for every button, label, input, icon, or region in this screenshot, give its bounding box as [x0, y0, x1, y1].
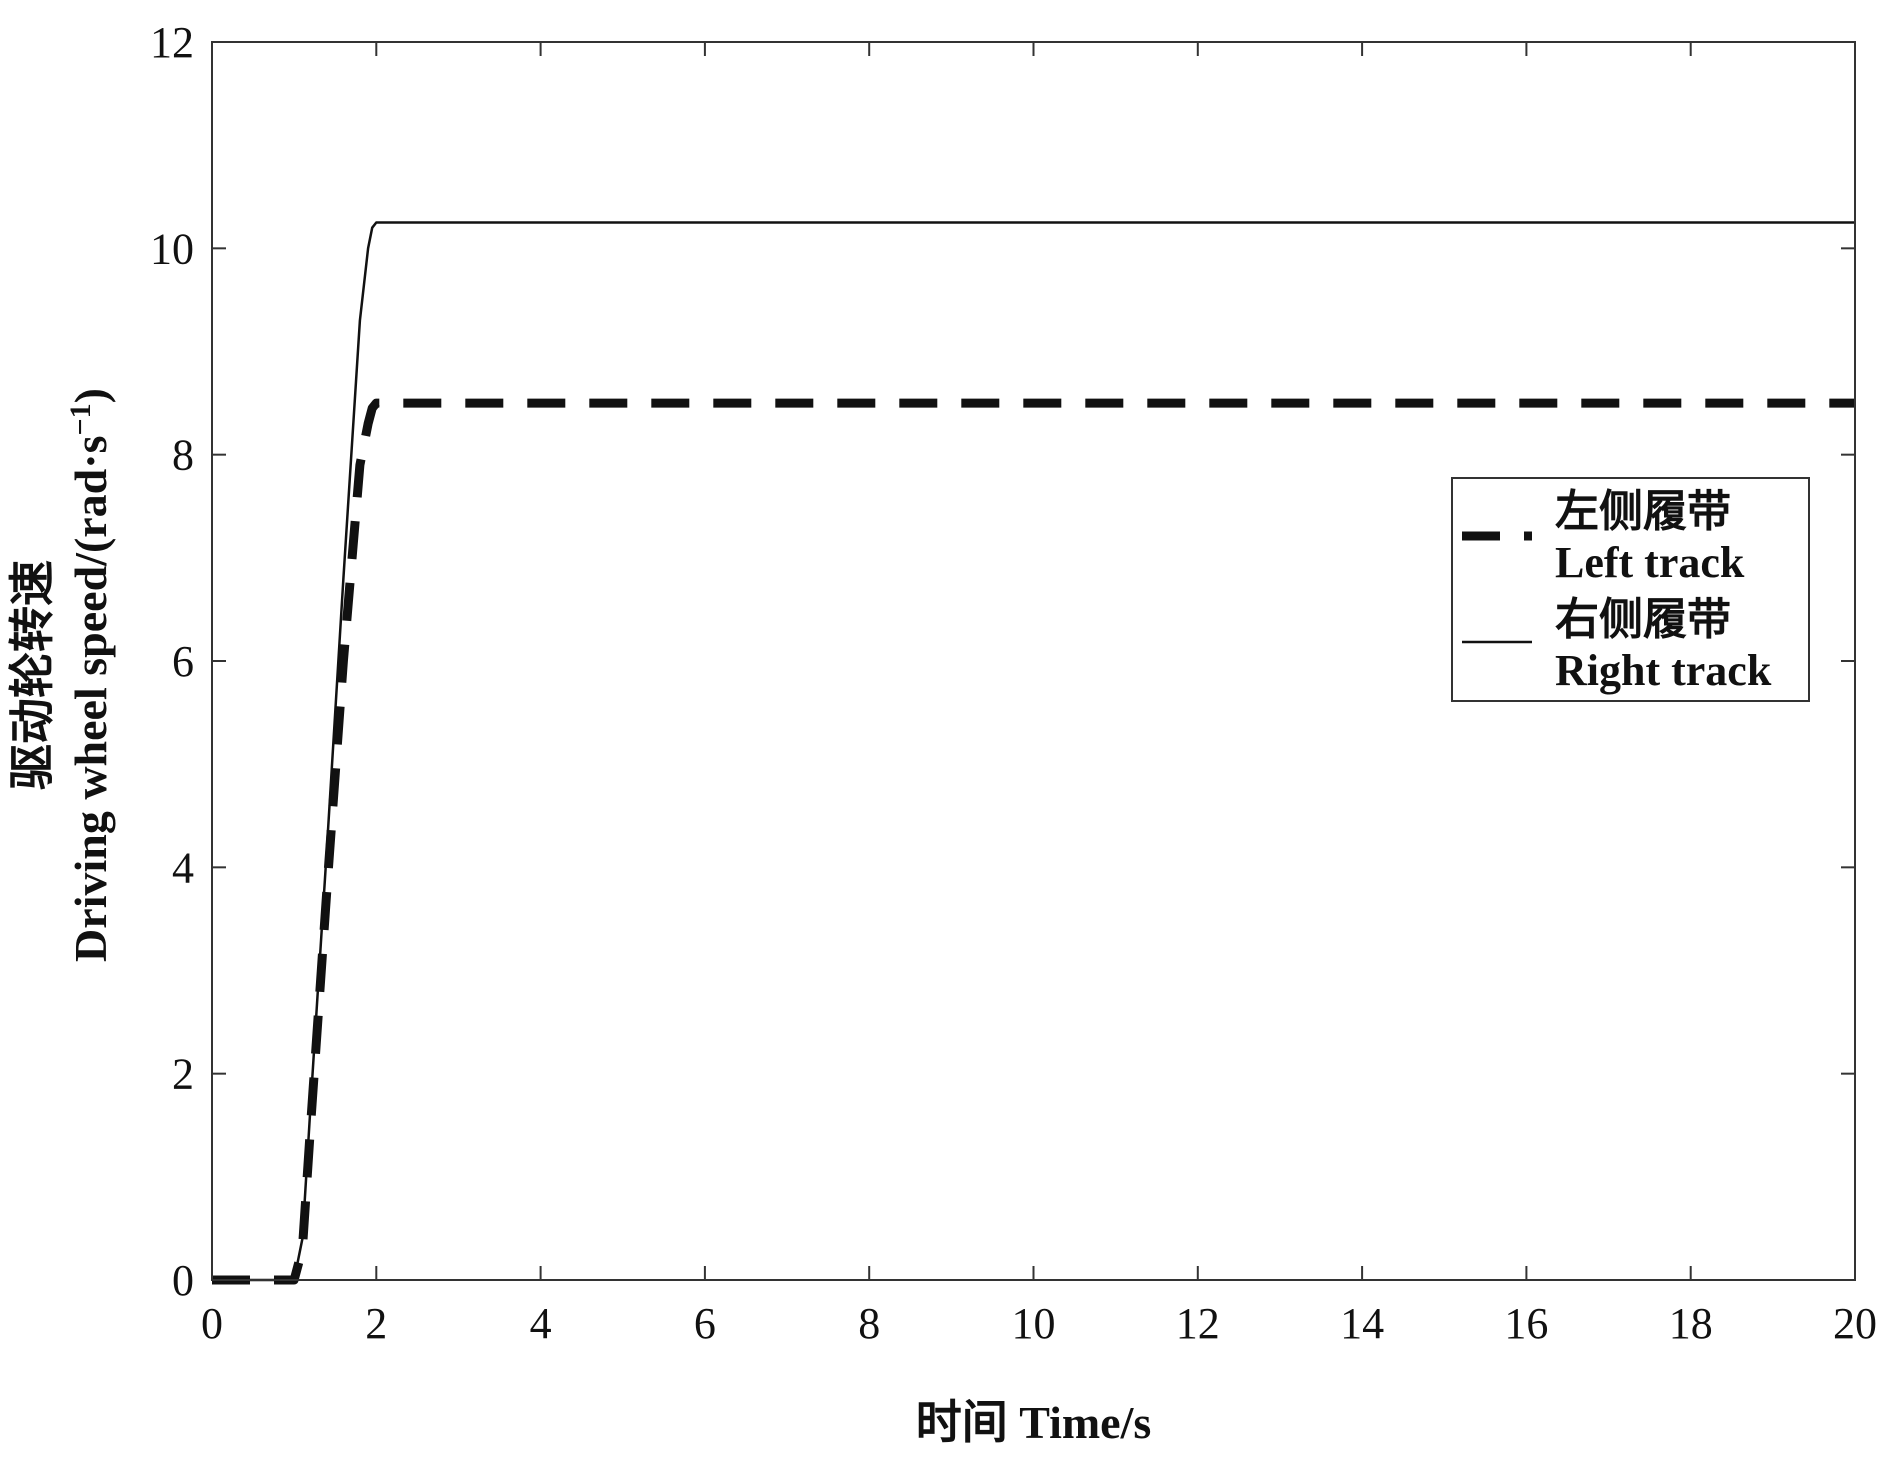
x-tick-label: 2	[365, 1299, 387, 1348]
y-axis-title-line2: Driving wheel speed/(rad·s−1)	[64, 388, 116, 962]
x-tick-label: 0	[201, 1299, 223, 1348]
legend-label-left-track-en: Left track	[1555, 538, 1745, 587]
x-tick-label: 18	[1669, 1299, 1713, 1348]
y-tick-label: 8	[172, 431, 194, 480]
series-line-right-track	[212, 221, 1855, 1282]
y-axis-title: 驱动轮转速 Driving wheel speed/(rad·s−1)	[7, 388, 116, 962]
legend-box	[1451, 477, 1810, 702]
legend-label-right-track-en: Right track	[1555, 646, 1772, 695]
legend-label-right-track-cn: 右侧履带	[1555, 595, 1731, 644]
plot-frame	[211, 41, 1856, 1281]
series-line-left-track	[212, 398, 1855, 1285]
y-tick-label: 6	[172, 637, 194, 686]
y-axis-title-close: )	[65, 388, 116, 403]
y-tick-label: 2	[172, 1050, 194, 1099]
y-tick-label: 4	[172, 843, 194, 892]
x-tick-label: 14	[1340, 1299, 1384, 1348]
legend: 左侧履带 Left track 右侧履带 Right track	[1451, 477, 1810, 702]
y-axis-title-main: Driving wheel speed/(rad·s	[65, 435, 116, 961]
x-tick-label: 8	[858, 1299, 880, 1348]
x-tick-label: 12	[1176, 1299, 1220, 1348]
y-tick-label: 12	[150, 18, 194, 67]
y-tick-label: 10	[150, 224, 194, 273]
y-axis-title-line1: 驱动轮转速	[7, 560, 58, 790]
legend-label-left-track-cn: 左侧履带	[1555, 487, 1731, 536]
x-tick-label: 6	[694, 1299, 716, 1348]
y-axis-title-superscript: −1	[64, 403, 97, 435]
x-axis-title: 时间 Time/s	[916, 1397, 1152, 1448]
x-tick-label: 16	[1504, 1299, 1548, 1348]
x-tick-label: 20	[1833, 1299, 1877, 1348]
x-tick-label: 4	[530, 1299, 552, 1348]
series-layer	[212, 221, 1855, 1285]
y-tick-label: 0	[172, 1256, 194, 1305]
tick-labels: 0 2 4 6 8 10 12 14 16 18 20 0 2 4 6 8 10 12	[150, 18, 1877, 1348]
x-tick-label: 10	[1012, 1299, 1056, 1348]
